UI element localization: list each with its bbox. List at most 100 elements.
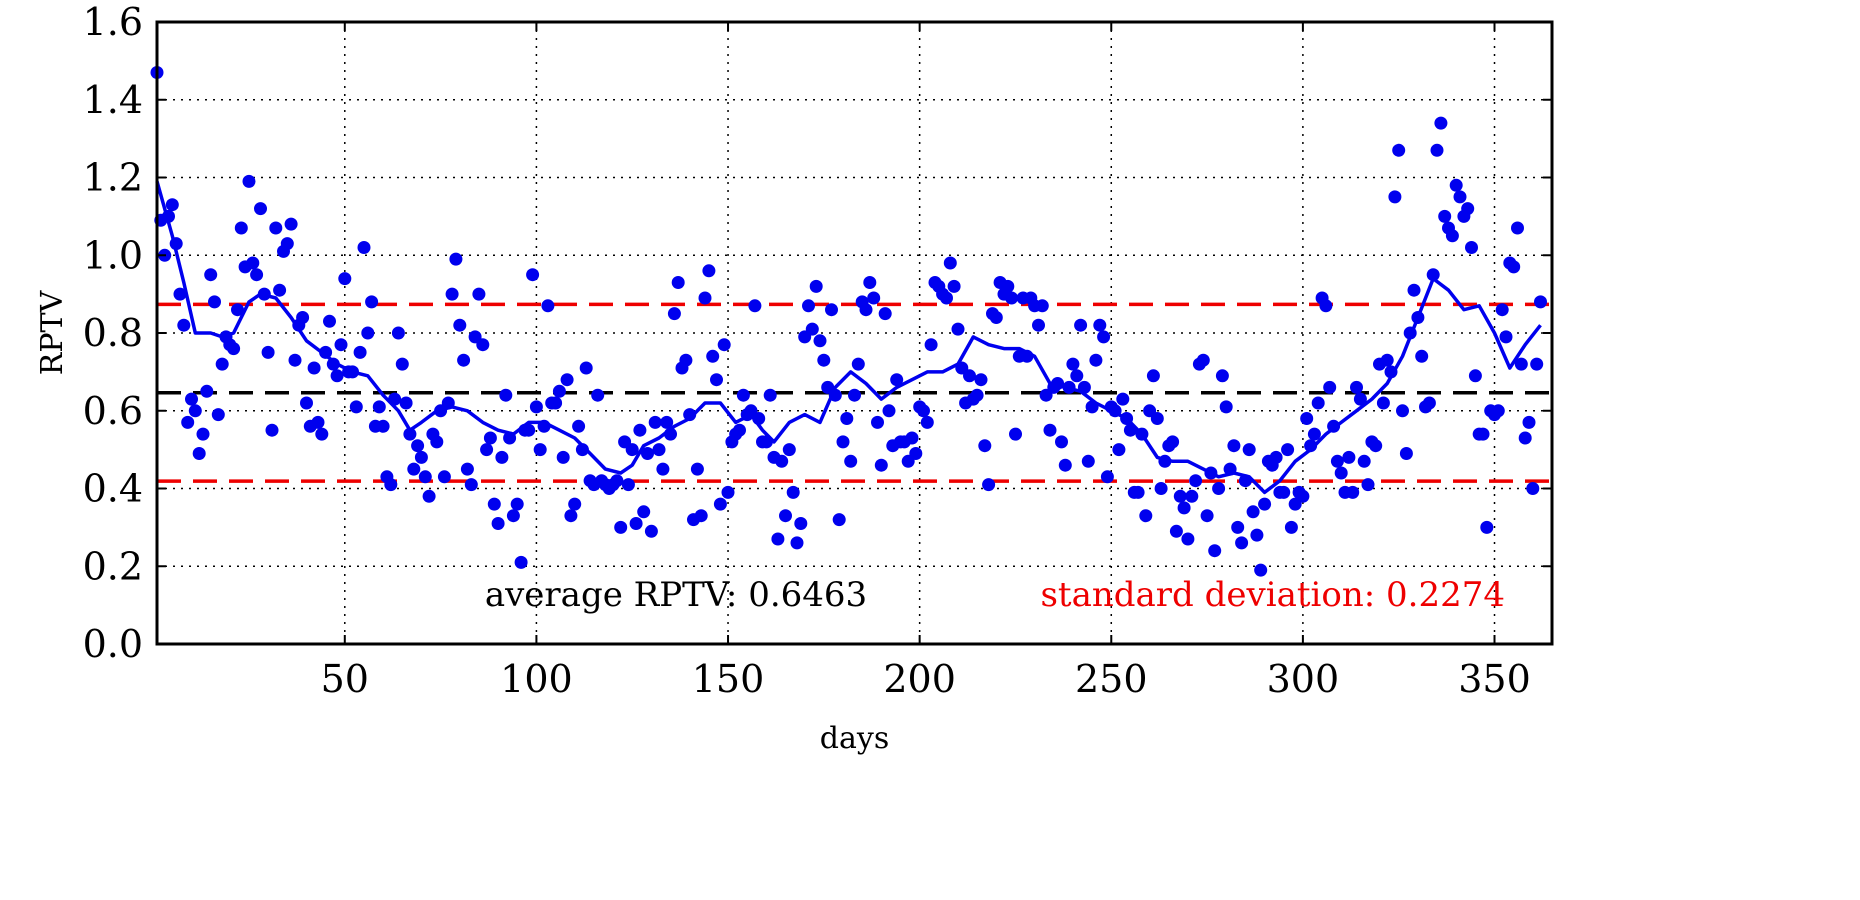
data-point [1499,330,1513,344]
data-point [196,427,210,441]
x-tick-label: 100 [500,657,573,701]
data-point [173,287,187,301]
data-point [1166,435,1180,449]
data-point [575,443,589,457]
data-point [242,174,256,188]
data-point [836,435,850,449]
data-point [349,400,363,414]
data-point [472,287,486,301]
y-tick-label: 1.6 [83,0,143,44]
data-point [483,431,497,445]
data-point [1522,415,1536,429]
data-point [1009,427,1022,441]
data-point [625,443,639,457]
data-point [1330,454,1344,468]
data-point [1392,143,1406,157]
data-point [1323,380,1337,394]
data-point [809,279,823,293]
data-point [1461,202,1475,216]
data-point [526,268,540,282]
data-point [1388,190,1402,204]
data-point [1422,396,1436,410]
data-point [403,427,417,441]
data-point [1055,435,1068,449]
data-point [357,241,371,254]
data-point [667,307,681,321]
data-point [200,384,214,398]
data-point [181,415,195,429]
data-point [1526,482,1540,495]
data-point [346,365,359,379]
data-point [644,524,658,538]
data-point [848,388,861,402]
data-point [786,485,800,499]
data-point [633,423,647,437]
x-tick-label: 50 [321,657,369,701]
data-point [1131,485,1145,499]
data-point [978,439,992,453]
data-point [445,287,459,301]
data-point [1426,268,1440,282]
data-point [273,283,287,297]
data-point [779,509,792,523]
data-point [391,326,405,340]
data-point [1281,443,1295,457]
data-point [825,303,838,317]
data-point [721,485,735,499]
data-point [1208,544,1222,558]
y-tick-label: 0.2 [83,544,143,588]
data-point [1415,349,1429,363]
data-point [407,462,421,476]
data-point [1204,466,1218,480]
data-point [411,439,425,453]
data-point [1284,520,1298,534]
data-point [748,299,762,313]
data-point [1430,143,1444,157]
data-point [211,408,225,422]
data-point [234,221,248,235]
data-point [970,388,984,402]
data-point [637,505,651,519]
data-point [1534,295,1547,309]
data-point [1108,404,1122,418]
data-point [319,345,333,359]
y-axis-label: RPTV [35,289,70,375]
data-point [372,400,386,414]
data-point [871,415,884,429]
data-point [437,470,451,484]
data-point [1384,365,1398,379]
data-point [1319,299,1333,313]
data-point [1277,485,1291,499]
data-point [476,338,490,352]
data-point [169,237,183,251]
y-tick-label: 1.0 [83,233,143,277]
data-point [1376,396,1390,410]
data-point [1449,178,1463,192]
data-point [1112,443,1126,457]
data-point [710,373,723,387]
data-point [1215,369,1229,383]
data-point [1254,563,1268,577]
data-point [951,322,965,336]
data-point [215,357,229,371]
data-point [323,314,336,328]
data-point [288,353,302,367]
data-point [1150,412,1164,425]
data-point [733,423,746,437]
data-point [1066,357,1080,371]
data-point [802,299,815,313]
data-point [522,423,536,437]
data-point [1468,369,1482,383]
data-point [188,404,202,418]
data-point [610,474,624,488]
data-point [1077,380,1091,394]
data-point [698,291,712,305]
data-point [1511,221,1524,235]
data-point [1495,303,1509,317]
data-point [1001,279,1015,293]
data-point [1300,412,1314,425]
data-point [759,435,773,449]
data-point [1250,528,1264,542]
x-tick-label: 200 [883,657,956,701]
data-point [989,311,1003,324]
